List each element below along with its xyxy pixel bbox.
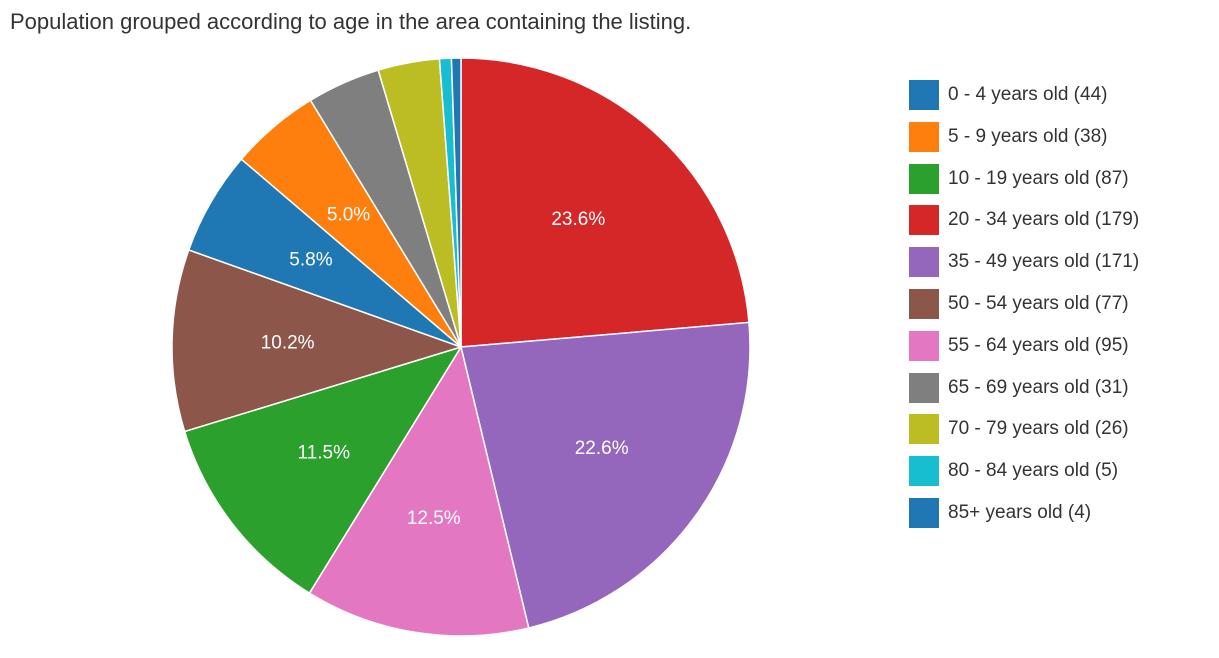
legend-label: 0 - 4 years old (44) bbox=[948, 84, 1108, 105]
legend-label: 55 - 64 years old (95) bbox=[948, 334, 1129, 356]
legend-item-20-34-years-old[interactable]: 20 - 34 years old (179) bbox=[909, 205, 1140, 236]
pie-chart: 23.6% 22.6% 12.5% 11.5% 10.2% 5.8% 5.0% bbox=[171, 57, 751, 637]
legend-item-80-84-years-old[interactable]: 80 - 84 years old (5) bbox=[909, 456, 1139, 487]
legend-item-70-79-years-old[interactable]: 70 - 79 years old (26) bbox=[909, 414, 1139, 445]
legend-item-10-19-years-old[interactable]: 10 - 19 years old (87) bbox=[909, 163, 1139, 194]
legend-item-35-49-years-old[interactable]: 35 - 49 years old (171) bbox=[909, 247, 1140, 278]
legend-item-0-4-years-old[interactable]: 0 - 4 years old (44) bbox=[909, 80, 1139, 110]
legend-swatch bbox=[909, 330, 939, 361]
pie-slice-35-49-years-old[interactable] bbox=[460, 321, 751, 629]
chart-legend: 0 - 4 years old (44) 5 - 9 years old (38)… bbox=[909, 80, 1139, 540]
slice-percent-label: 5.0% bbox=[327, 204, 370, 225]
slice-percent-label: 10.2% bbox=[261, 333, 315, 354]
slice-percent-label: 12.5% bbox=[407, 508, 461, 529]
legend-swatch bbox=[909, 414, 939, 445]
legend-swatch bbox=[909, 288, 939, 319]
legend-swatch bbox=[909, 247, 939, 278]
legend-label: 20 - 34 years old (179) bbox=[948, 209, 1140, 231]
legend-label: 50 - 54 years old (77) bbox=[948, 292, 1129, 314]
legend-label: 35 - 49 years old (171) bbox=[948, 251, 1140, 273]
legend-item-50-54-years-old[interactable]: 50 - 54 years old (77) bbox=[909, 288, 1139, 319]
legend-item-55-64-years-old[interactable]: 55 - 64 years old (95) bbox=[909, 330, 1139, 361]
legend-swatch bbox=[909, 80, 939, 110]
pie-slice-labels: 23.6% 22.6% 12.5% 11.5% 10.2% 5.8% 5.0% bbox=[261, 204, 629, 528]
legend-swatch bbox=[909, 163, 939, 194]
slice-percent-label: 22.6% bbox=[575, 438, 629, 459]
pie-slice-10-19-years-old[interactable] bbox=[183, 345, 463, 595]
pie-slice-20-34-years-old[interactable] bbox=[460, 57, 750, 348]
legend-swatch bbox=[909, 121, 939, 152]
legend-label: 10 - 19 years old (87) bbox=[948, 167, 1129, 189]
legend-swatch bbox=[909, 205, 939, 236]
legend-item-65-69-years-old[interactable]: 65 - 69 years old (31) bbox=[909, 372, 1139, 403]
legend-label: 5 - 9 years old (38) bbox=[948, 125, 1108, 147]
legend-swatch bbox=[909, 456, 939, 487]
legend-item-5-9-years-old[interactable]: 5 - 9 years old (38) bbox=[909, 121, 1139, 152]
legend-label: 70 - 79 years old (26) bbox=[948, 418, 1129, 440]
slice-percent-label: 23.6% bbox=[551, 209, 605, 230]
slice-percent-label: 11.5% bbox=[298, 443, 351, 464]
pie-slices bbox=[171, 57, 751, 637]
legend-swatch bbox=[909, 497, 939, 528]
chart-title: Population grouped according to age in t… bbox=[10, 9, 692, 34]
pie-slice-55-64-years-old[interactable] bbox=[308, 345, 530, 637]
legend-swatch bbox=[909, 372, 939, 403]
legend-label: 80 - 84 years old (5) bbox=[948, 460, 1119, 482]
pie-slice-85plus-years-old[interactable] bbox=[450, 57, 462, 348]
legend-label: 65 - 69 years old (31) bbox=[948, 376, 1129, 398]
slice-percent-label: 5.8% bbox=[289, 250, 332, 271]
pie-slice-50-54-years-old[interactable] bbox=[171, 249, 464, 433]
legend-item-85plus-years-old[interactable]: 85+ years old (4) bbox=[909, 497, 1139, 528]
legend-label: 85+ years old (4) bbox=[948, 501, 1092, 523]
